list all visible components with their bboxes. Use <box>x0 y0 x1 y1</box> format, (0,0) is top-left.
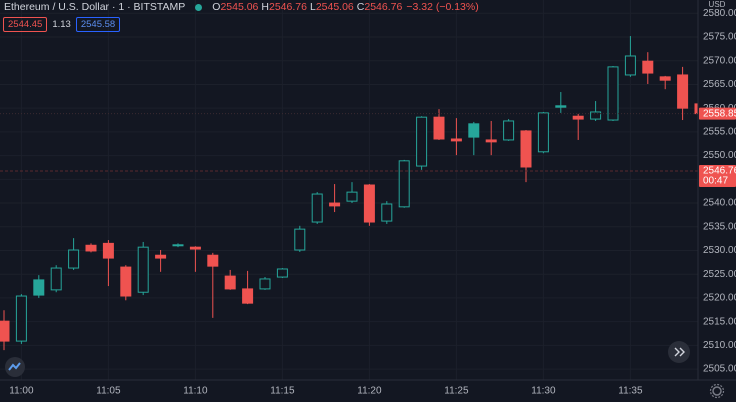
candle-body <box>172 244 184 247</box>
candle-body <box>468 123 480 138</box>
legend: Ethereum / U.S. Dollar · 1 · BITSTAMP O2… <box>4 1 479 13</box>
countdown: 00:47 <box>703 176 728 187</box>
candle-body <box>329 202 341 207</box>
candle-body <box>85 244 97 252</box>
settings-button[interactable] <box>709 383 725 399</box>
candle-body <box>242 288 254 304</box>
candle-body <box>0 320 10 342</box>
candle-body <box>450 138 462 142</box>
ohlc-letter: H <box>261 1 269 13</box>
x-tick-label: 11:05 <box>96 386 121 397</box>
x-tick-label: 11:20 <box>357 386 382 397</box>
ohlc-value: 2546.76 <box>269 1 307 13</box>
x-tick-label: 11:25 <box>444 386 469 397</box>
candle-body <box>503 120 515 141</box>
candle-body <box>398 160 410 208</box>
ohlc-item: C2546.76 <box>357 1 403 13</box>
y-tick-label: 2520.00 <box>703 293 736 304</box>
y-tick-label: 2565.00 <box>703 79 736 90</box>
candle-body <box>259 278 271 290</box>
candle-body <box>520 130 532 168</box>
indicator-value: 2545.58 <box>75 17 121 32</box>
y-tick-label: 2550.00 <box>703 150 736 161</box>
currency: USD <box>709 0 726 9</box>
ohlc-value: 2545.06 <box>220 1 259 13</box>
candle-body <box>50 267 62 291</box>
y-tick-label: 2510.00 <box>703 340 736 351</box>
candle-body <box>381 203 393 222</box>
candle-body <box>68 249 80 269</box>
candle-body <box>694 103 698 115</box>
y-tick-label: 2535.00 <box>703 221 736 232</box>
ohlc-letter: L <box>309 1 316 13</box>
price-tag-label: 2558.85 <box>703 108 736 119</box>
candle-body <box>433 116 445 140</box>
candle-body <box>572 115 584 120</box>
candle-body <box>537 112 549 153</box>
y-tick-label: 2530.00 <box>703 245 736 256</box>
ohlc-letter: C <box>356 1 365 13</box>
candle-body <box>15 295 27 342</box>
candle-body <box>416 116 428 167</box>
candle-body <box>311 193 323 223</box>
x-tick-label: 11:15 <box>270 386 295 397</box>
candle-body <box>659 76 671 81</box>
candle-body <box>485 139 497 143</box>
y-tick-label: 2555.00 <box>703 127 736 138</box>
candle-body <box>624 55 636 76</box>
candle-body <box>363 184 375 223</box>
ohlc-item: O2545.06 <box>212 1 258 13</box>
candle-body <box>590 111 602 120</box>
candle-body <box>346 191 358 202</box>
candle-body <box>189 246 201 250</box>
y-tick-label: 2515.00 <box>703 316 736 327</box>
indicator-value: 1.13 <box>52 19 71 30</box>
price-tag <box>699 164 736 187</box>
candle-body <box>607 66 619 121</box>
x-tick-label: 11:30 <box>531 386 556 397</box>
y-tick-label: 2570.00 <box>703 55 736 66</box>
price-tag <box>699 107 736 120</box>
candle-body <box>137 246 149 293</box>
ohlc-value: 2546.76 <box>364 1 403 13</box>
ohlc: O2545.06 H2546.76 L2545.06 C2546.76 <box>212 1 402 13</box>
candle-body <box>33 279 45 296</box>
price-tag-label: 2546.76 <box>703 166 736 177</box>
y-tick-label: 2525.00 <box>703 269 736 280</box>
y-tick-label: 2580.00 <box>703 8 736 19</box>
indicator: 2544.45 1.13 2545.58 <box>3 17 121 32</box>
indicator-value: 2544.45 <box>3 17 48 32</box>
x-tick-label: 11:00 <box>9 386 34 397</box>
candle-body <box>224 275 236 290</box>
candle-body <box>207 254 219 267</box>
candle-body <box>294 228 306 251</box>
x-tick-label: 11:35 <box>618 386 643 397</box>
x-tick-label: 11:10 <box>183 386 208 397</box>
candle-body <box>642 60 654 74</box>
logo-button[interactable] <box>5 357 25 377</box>
ohlc-item: H2546.76 <box>261 1 307 13</box>
candle-body <box>120 266 132 297</box>
candle-body <box>155 254 167 259</box>
candle-body <box>276 268 288 278</box>
candle-body <box>677 74 689 109</box>
ohlc-item: L2545.06 <box>310 1 354 13</box>
candle-body <box>102 242 114 259</box>
ohlc-letter: O <box>212 1 221 13</box>
y-tick-label: 2505.00 <box>703 364 736 375</box>
ohlc-value: 2545.06 <box>315 1 354 13</box>
change: −3.32 (−0.13%) <box>406 1 479 13</box>
candle-body <box>555 105 567 108</box>
status-dot <box>195 3 203 11</box>
y-tick-label: 2540.00 <box>703 198 736 209</box>
symbol: Ethereum / U.S. Dollar · 1 · BITSTAMP <box>4 1 186 13</box>
scroll-right-button[interactable] <box>668 341 690 363</box>
y-tick-label: 2575.00 <box>703 32 736 43</box>
